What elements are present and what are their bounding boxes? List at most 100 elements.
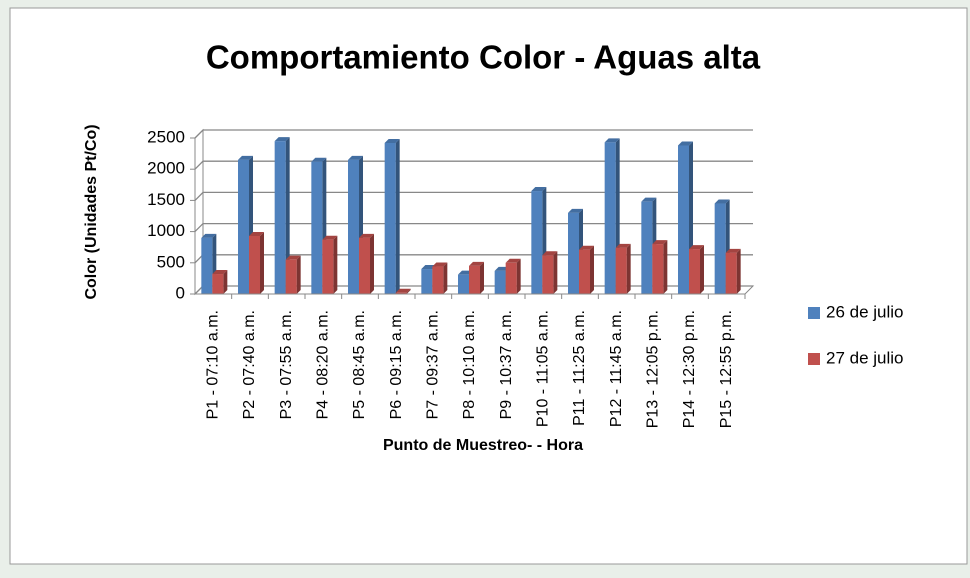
bar-top <box>238 155 253 160</box>
bar <box>615 247 627 294</box>
x-tick-label: P11 - 11:25 a.m. <box>571 310 588 426</box>
chart-title: Comportamiento Color - Aguas alta <box>206 39 761 76</box>
bar-side <box>553 251 558 294</box>
y-tick-label: 2500 <box>147 127 185 146</box>
legend-label: 27 de julio <box>826 348 904 367</box>
bar-top <box>604 138 620 143</box>
bar <box>384 142 396 294</box>
bar-top <box>469 261 484 266</box>
bar <box>238 159 249 294</box>
bar-top <box>432 262 448 267</box>
bar-top <box>725 248 741 253</box>
bar-top <box>311 157 327 162</box>
x-axis-title: Punto de Muestreo- - Hora <box>383 437 583 454</box>
bar <box>421 269 433 294</box>
bar <box>322 239 334 294</box>
bar <box>348 159 359 294</box>
bar-side <box>443 262 448 294</box>
bar-top <box>201 233 217 238</box>
bar <box>469 265 480 294</box>
x-tick-label: P12 - 11:45 a.m. <box>608 310 625 427</box>
x-tick-label: P9 - 10:37 a.m. <box>498 310 515 419</box>
bar-top <box>384 138 400 143</box>
bar <box>285 259 297 294</box>
bar-top <box>348 155 363 160</box>
bar <box>432 266 444 294</box>
x-tick-label: P5 - 08:45 a.m. <box>351 310 368 419</box>
x-tick-label: P14 - 12:30 p.m. <box>681 310 698 428</box>
bar-side <box>296 255 301 294</box>
bar <box>542 255 554 294</box>
bar <box>568 212 579 294</box>
bar-top <box>678 141 693 146</box>
x-tick-label: P4 - 08:20 a.m. <box>315 310 332 419</box>
bar <box>531 191 543 294</box>
bar-top <box>615 243 631 248</box>
x-tick-label: P13 - 12:05 p.m. <box>645 310 662 428</box>
x-tick-label: P8 - 10:10 a.m. <box>461 310 478 419</box>
grid-line <box>194 129 753 139</box>
bar <box>689 249 700 294</box>
bar-top <box>274 137 290 142</box>
bar-side <box>516 258 521 294</box>
bar-top <box>395 288 411 293</box>
bar <box>505 262 517 294</box>
bar-side <box>736 248 741 294</box>
y-tick-label: 2000 <box>147 159 185 178</box>
bar-side <box>223 270 228 294</box>
bar-side <box>590 245 594 294</box>
bar-top <box>285 255 301 260</box>
bar <box>212 274 224 294</box>
bar-side <box>260 231 264 294</box>
bar-top <box>531 187 547 192</box>
bar <box>714 203 726 294</box>
y-tick-label: 1500 <box>147 190 185 209</box>
bar-top <box>689 245 704 250</box>
bar-side <box>406 288 411 294</box>
x-tick-label: P7 - 09:37 a.m. <box>425 310 442 419</box>
bar <box>579 249 590 294</box>
bar-top <box>322 235 338 240</box>
bar-side <box>285 137 290 294</box>
grid-line <box>194 160 753 170</box>
bar <box>249 235 260 294</box>
bar-top <box>505 258 521 263</box>
x-tick-label: P1 - 07:10 a.m. <box>205 310 222 419</box>
bar <box>201 237 213 294</box>
bar-side <box>333 235 338 294</box>
bar-top <box>212 270 228 275</box>
x-tick-label: P10 - 11:05 a.m. <box>535 310 552 427</box>
y-tick-label: 0 <box>176 283 185 302</box>
x-tick-label: P3 - 07:55 a.m. <box>278 310 295 419</box>
y-tick-label: 500 <box>157 252 185 271</box>
bar <box>725 252 737 294</box>
legend-swatch <box>808 307 820 319</box>
bar <box>359 237 370 294</box>
x-tick-label: P6 - 09:15 a.m. <box>388 310 405 419</box>
bar-side <box>700 245 704 294</box>
bar-side <box>480 261 484 294</box>
legend-swatch <box>808 353 820 365</box>
bar-top <box>542 251 558 256</box>
bar-top <box>714 199 730 204</box>
bar-side <box>663 240 668 294</box>
grid-line <box>194 191 753 201</box>
bar <box>678 145 689 294</box>
bar-side <box>626 243 631 294</box>
x-tick-label: P2 - 07:40 a.m. <box>241 310 258 419</box>
bar <box>641 201 653 294</box>
bar-top <box>641 197 657 202</box>
legend-label: 26 de julio <box>826 302 904 321</box>
bar-top <box>568 208 583 213</box>
y-tick-label: 1000 <box>147 221 185 240</box>
bar-top <box>249 231 264 236</box>
bar <box>311 161 323 294</box>
bar-top <box>652 240 668 245</box>
bar <box>395 292 407 294</box>
bar-top <box>359 233 374 238</box>
bar <box>604 142 616 294</box>
y-axis-title: Color (Unidades Pt/Co) <box>83 124 100 299</box>
bar <box>652 244 664 294</box>
